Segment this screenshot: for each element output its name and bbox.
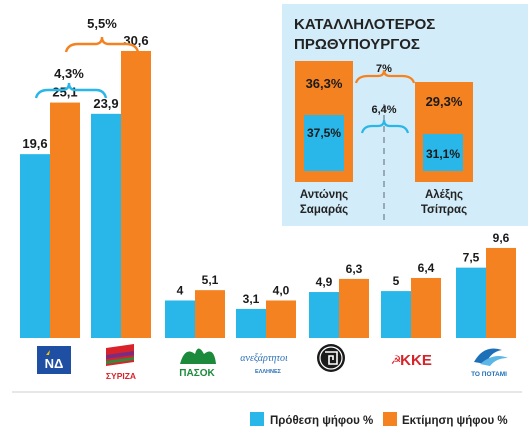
bar-label-intention-5: 5 bbox=[393, 274, 400, 288]
bar-estimate-2 bbox=[195, 290, 225, 338]
bar-label-estimate-0: 25,1 bbox=[52, 85, 77, 100]
legend-estimate-swatch bbox=[383, 412, 397, 426]
inset-samaras-inner-bar bbox=[304, 115, 344, 171]
potami-logo-text: ΤΟ ΠΟΤΑΜΙ bbox=[471, 371, 507, 378]
kke-hammer-icon: ☭ bbox=[391, 353, 402, 367]
bar-intention-6 bbox=[456, 267, 486, 338]
inset-tsipras-name-line1: Αλέξης bbox=[425, 189, 463, 201]
inset-tsipras-estimate-label: 31,1% bbox=[426, 147, 460, 161]
annotation-blue-diff-label: 4,3% bbox=[54, 66, 84, 81]
inset-samaras-name-line1: Αντώνης bbox=[300, 189, 348, 201]
annotation-orange-brace bbox=[64, 36, 140, 53]
inset-tsipras-name-line2: Τσίπρας bbox=[421, 204, 467, 216]
anel-logo-bottom-text: ΕΛΛΗΝΕΣ bbox=[255, 369, 282, 375]
logo-pasok: ΠΑΣΟΚ bbox=[179, 348, 216, 379]
potami-wave2-icon bbox=[480, 356, 508, 366]
logo-nd: ΝΔ bbox=[37, 346, 71, 374]
bar-labels-layer: 19,6 23,9 4 3,1 4,9 5 7,5 25,1 30,6 5,1 4,0 6,3 6,4 9… bbox=[22, 33, 509, 306]
bar-intention-1 bbox=[91, 113, 121, 339]
bar-estimate-0 bbox=[50, 102, 80, 338]
syriza-logo-text: ΣΥΡΙΖΑ bbox=[106, 371, 136, 381]
bar-label-estimate-5: 6,4 bbox=[418, 261, 435, 275]
nd-logo-icon bbox=[37, 346, 71, 374]
bar-intention-5 bbox=[381, 291, 411, 338]
inset-samaras-name-line2: Σαμαράς bbox=[300, 204, 348, 216]
bar-label-intention-2: 4 bbox=[177, 283, 184, 297]
logo-syriza: ΣΥΡΙΖΑ bbox=[106, 344, 136, 381]
xa-meander-icon bbox=[325, 351, 338, 365]
bar-estimate-3 bbox=[266, 300, 296, 338]
anel-logo-top-text: ανεξάρτητοι bbox=[240, 353, 288, 364]
bar-label-estimate-6: 9,6 bbox=[493, 231, 510, 245]
bar-intention-0 bbox=[20, 154, 50, 338]
bar-intention-4 bbox=[309, 292, 339, 338]
kke-logo-text: ΚΚΕ bbox=[400, 352, 432, 369]
bar-label-intention-3: 3,1 bbox=[243, 292, 260, 306]
nd-logo-text: ΝΔ bbox=[45, 356, 64, 371]
bar-label-intention-0: 19,6 bbox=[22, 136, 47, 151]
inset-title-line2: ΠΡΩΘΥΠΟΥΡΓΟΣ bbox=[294, 36, 420, 53]
inset-tsipras-intention-label: 29,3% bbox=[426, 94, 463, 109]
nd-torch-icon bbox=[46, 350, 50, 355]
inset-title-line1: ΚΑΤΑΛΛΗΛΟΤΕΡΟΣ bbox=[294, 16, 435, 33]
inset-diff-top-brace bbox=[354, 69, 416, 84]
pasok-logo-text: ΠΑΣΟΚ bbox=[179, 368, 215, 379]
bar-label-estimate-2: 5,1 bbox=[202, 273, 219, 287]
xa-logo-ring-icon bbox=[319, 346, 343, 370]
bar-label-estimate-4: 6,3 bbox=[346, 262, 363, 276]
legend-estimate-label: Εκτίμηση ψήφου % bbox=[402, 415, 508, 427]
annotation-orange-diff-label: 5,5% bbox=[87, 16, 117, 31]
bar-label-intention-4: 4,9 bbox=[316, 275, 333, 289]
pasok-sun-icon bbox=[180, 348, 216, 364]
bar-label-estimate-1: 30,6 bbox=[123, 33, 148, 48]
logo-xa bbox=[317, 344, 345, 372]
bars-layer bbox=[20, 50, 516, 339]
potami-wave-icon bbox=[474, 348, 502, 364]
logo-potami: ΤΟ ΠΟΤΑΜΙ bbox=[471, 348, 508, 378]
inset-samaras-intention-label: 36,3% bbox=[306, 76, 343, 91]
inset-samaras-estimate-label: 37,5% bbox=[307, 126, 341, 140]
inset-tsipras-inner-bar bbox=[423, 134, 463, 171]
bar-estimate-5 bbox=[411, 277, 441, 338]
syriza-flag-stripe-icon bbox=[106, 351, 134, 359]
bar-intention-3 bbox=[236, 308, 266, 338]
xa-logo-icon bbox=[317, 344, 345, 372]
bar-label-estimate-3: 4,0 bbox=[273, 283, 290, 297]
bar-estimate-6 bbox=[486, 247, 516, 338]
logo-kke: ☭ ΚΚΕ bbox=[391, 352, 432, 369]
bar-intention-2 bbox=[165, 300, 195, 338]
legend-intention-swatch bbox=[250, 412, 264, 426]
bar-estimate-4 bbox=[339, 278, 369, 338]
inset-diff-top-label: 7% bbox=[376, 63, 392, 75]
logo-anel: ανεξάρτητοι ΕΛΛΗΝΕΣ bbox=[240, 353, 288, 375]
bar-label-intention-6: 7,5 bbox=[463, 251, 480, 265]
inset-diff-bottom-label: 6,4% bbox=[371, 104, 396, 116]
bar-label-intention-1: 23,9 bbox=[93, 96, 118, 111]
bar-estimate-1 bbox=[121, 50, 151, 339]
syriza-flag-stripe2-icon bbox=[106, 357, 134, 364]
inset-diff-bottom-brace bbox=[360, 119, 410, 134]
annotation-blue-brace bbox=[34, 82, 108, 99]
legend-intention-label: Πρόθεση ψήφου % bbox=[270, 415, 373, 427]
